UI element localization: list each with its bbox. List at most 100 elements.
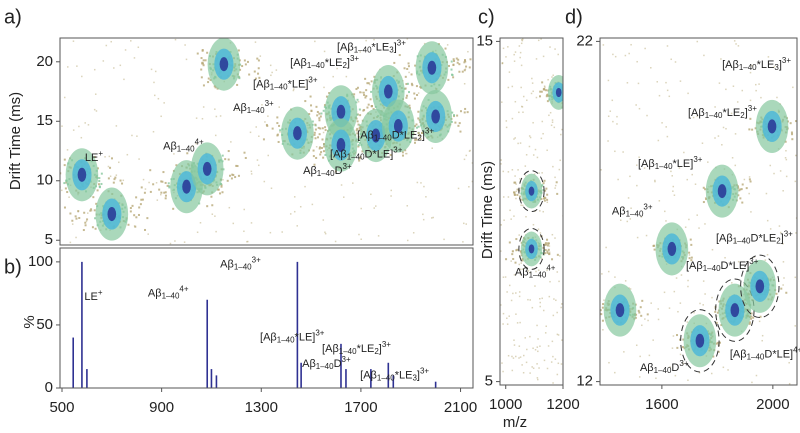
noise <box>614 276 616 278</box>
noise <box>142 178 145 181</box>
noise <box>544 248 547 251</box>
noise <box>551 76 553 78</box>
noise <box>320 146 323 149</box>
noise <box>465 65 468 68</box>
noise <box>721 144 723 146</box>
noise <box>451 111 454 114</box>
noise <box>569 86 571 88</box>
noise <box>707 161 709 163</box>
noise <box>514 137 516 139</box>
noise <box>688 254 691 256</box>
noise <box>319 153 322 156</box>
noise <box>673 194 676 196</box>
noise <box>536 156 539 159</box>
noise <box>168 186 171 189</box>
noise <box>463 61 466 64</box>
annotation-part: Aβ <box>515 267 529 279</box>
noise <box>535 58 538 60</box>
noise <box>602 303 605 306</box>
noise <box>683 151 685 154</box>
noise <box>782 190 784 192</box>
noise <box>359 114 362 117</box>
noise <box>679 353 682 356</box>
annotation-part: 3+ <box>693 155 702 164</box>
noise <box>358 159 361 162</box>
noise <box>219 115 222 117</box>
noise <box>513 215 515 217</box>
annotation-part: ] <box>417 369 420 381</box>
noise <box>561 339 563 341</box>
noise <box>646 114 648 117</box>
noise <box>514 100 517 103</box>
noise <box>518 111 520 114</box>
noise <box>751 64 753 67</box>
noise <box>278 124 281 127</box>
noise <box>221 191 224 194</box>
noise <box>328 92 331 95</box>
noise <box>715 315 718 317</box>
noise <box>464 107 467 110</box>
noise <box>699 302 701 305</box>
noise <box>150 68 153 71</box>
noise <box>256 57 259 60</box>
spot <box>695 333 705 348</box>
noise <box>173 153 175 155</box>
noise <box>624 280 627 282</box>
noise <box>638 107 641 110</box>
noise <box>661 122 663 124</box>
noise <box>454 121 457 124</box>
noise <box>641 324 643 327</box>
noise <box>519 250 522 253</box>
noise <box>542 246 544 249</box>
noise <box>357 135 360 138</box>
noise <box>202 64 205 67</box>
noise <box>160 193 162 196</box>
noise <box>534 285 536 287</box>
noise <box>714 310 717 313</box>
noise <box>527 298 529 301</box>
annotation-part: 3+ <box>343 162 352 171</box>
noise <box>543 85 546 87</box>
spot <box>182 179 191 194</box>
annotation-part: 1–40 <box>339 347 357 356</box>
noise <box>543 252 546 255</box>
noise <box>561 303 563 305</box>
noise <box>629 288 632 290</box>
noise <box>607 270 610 273</box>
noise <box>201 61 204 64</box>
noise <box>443 238 445 241</box>
noise <box>311 203 314 206</box>
noise <box>748 322 751 325</box>
noise <box>131 204 134 207</box>
noise <box>653 244 656 247</box>
noise <box>432 216 434 219</box>
noise <box>83 211 86 214</box>
noise <box>741 183 744 186</box>
noise <box>357 144 360 147</box>
spot <box>371 128 381 143</box>
noise <box>467 50 469 53</box>
y-tick-label: 0 <box>45 379 53 396</box>
noise <box>630 207 632 209</box>
noise <box>788 361 790 364</box>
noise <box>356 132 359 135</box>
noise <box>657 139 660 142</box>
y-tick-label: 15 <box>36 112 53 129</box>
noise <box>514 181 517 184</box>
annotation: Aβ1–404+ <box>515 264 556 280</box>
noise <box>153 81 155 84</box>
noise <box>569 91 571 93</box>
noise <box>638 156 640 158</box>
noise <box>765 192 768 195</box>
noise <box>715 342 718 345</box>
noise <box>564 97 566 99</box>
noise <box>315 105 318 108</box>
annotation-part: 1–40 <box>177 144 195 153</box>
noise <box>593 315 595 317</box>
noise <box>405 83 408 86</box>
noise <box>414 64 417 67</box>
noise <box>508 315 510 317</box>
noise <box>360 207 362 210</box>
noise <box>453 114 456 117</box>
annotation-part: 1–40 <box>703 264 721 273</box>
